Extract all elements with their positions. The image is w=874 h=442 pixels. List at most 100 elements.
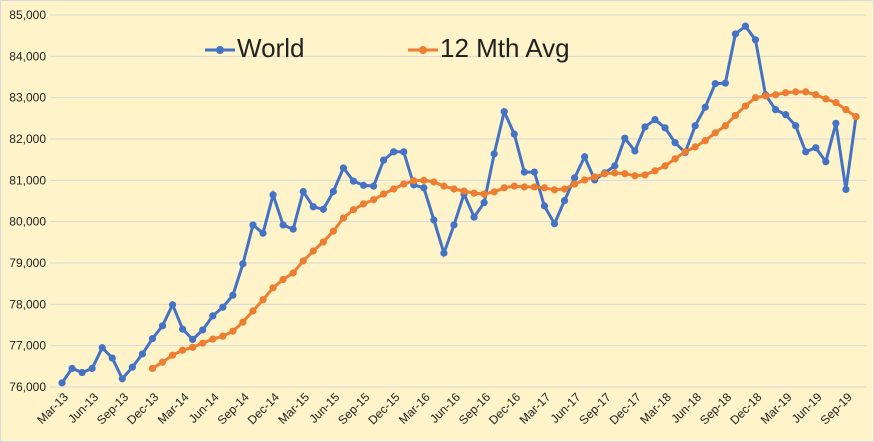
point — [621, 170, 629, 178]
point — [219, 332, 227, 340]
point — [229, 327, 237, 335]
point — [510, 130, 518, 138]
x-tick-label: Sep-13 — [94, 390, 131, 427]
point — [380, 190, 388, 198]
point — [601, 170, 609, 178]
x-tick-label: Dec-14 — [245, 390, 282, 427]
point — [741, 22, 750, 30]
point — [691, 143, 699, 151]
point — [78, 368, 86, 377]
point — [550, 186, 559, 194]
point — [822, 95, 830, 103]
point — [671, 155, 679, 163]
point — [500, 108, 508, 116]
point — [651, 167, 659, 175]
point — [540, 184, 549, 192]
point — [420, 176, 428, 184]
point — [329, 227, 337, 235]
point — [721, 122, 729, 130]
point — [570, 180, 579, 188]
point — [400, 180, 408, 188]
point — [510, 182, 518, 190]
point — [631, 147, 639, 155]
point — [108, 354, 116, 362]
point — [339, 214, 348, 222]
point — [239, 318, 247, 326]
point — [128, 363, 136, 371]
point — [329, 187, 337, 196]
point — [621, 134, 629, 142]
point — [359, 181, 368, 189]
point — [369, 182, 378, 190]
point — [138, 350, 147, 358]
point — [802, 88, 810, 96]
point — [229, 291, 237, 299]
x-tick-label: Sep-14 — [215, 390, 252, 427]
point — [259, 296, 267, 304]
legend-label: World — [237, 33, 304, 63]
point — [611, 162, 619, 170]
point — [410, 177, 418, 185]
legend-marker — [216, 46, 224, 54]
point — [309, 247, 317, 255]
x-tick-label: Sep-17 — [576, 390, 613, 427]
x-tick-label: Dec-16 — [486, 390, 523, 427]
point — [771, 106, 780, 114]
point — [430, 178, 438, 186]
point — [490, 150, 498, 158]
point — [319, 238, 327, 246]
point — [148, 335, 157, 343]
point — [792, 122, 800, 130]
x-tick-label: Mar-17 — [517, 390, 554, 427]
point — [269, 284, 277, 292]
point — [239, 260, 247, 268]
point — [118, 375, 126, 383]
point — [520, 183, 528, 191]
point — [792, 88, 800, 96]
x-tick-label: Mar-19 — [758, 390, 795, 427]
y-tick-label: 77,000 — [9, 339, 46, 353]
point — [520, 168, 528, 176]
point — [219, 303, 227, 311]
point — [782, 111, 790, 119]
point — [842, 185, 850, 194]
x-tick-label: Sep-19 — [818, 390, 855, 427]
x-tick-label: Mar-18 — [637, 390, 674, 427]
point — [832, 99, 840, 107]
point — [158, 322, 167, 330]
point — [751, 94, 760, 102]
point — [58, 379, 66, 387]
point — [701, 137, 709, 145]
point — [209, 335, 217, 343]
point — [420, 184, 428, 192]
point — [671, 139, 679, 147]
point — [430, 216, 438, 224]
y-tick-label: 81,000 — [9, 173, 46, 187]
point — [179, 346, 187, 354]
point — [369, 196, 378, 204]
point — [460, 187, 468, 195]
point — [530, 168, 538, 176]
point — [299, 187, 307, 196]
point — [189, 343, 197, 351]
x-tick-label: Dec-13 — [124, 390, 161, 427]
point — [641, 171, 649, 179]
point — [490, 188, 498, 196]
y-tick-label: 83,000 — [9, 91, 46, 105]
y-tick-label: 79,000 — [9, 256, 46, 270]
point — [731, 111, 739, 120]
point — [309, 203, 317, 211]
point — [782, 89, 790, 97]
point — [209, 312, 217, 320]
point — [701, 103, 709, 111]
point — [440, 249, 448, 257]
point — [611, 169, 619, 177]
point — [731, 30, 739, 38]
point — [661, 162, 669, 170]
point — [560, 196, 569, 205]
point — [349, 206, 358, 214]
point — [631, 172, 639, 180]
point — [299, 257, 307, 265]
point — [842, 106, 850, 114]
point — [279, 275, 287, 284]
